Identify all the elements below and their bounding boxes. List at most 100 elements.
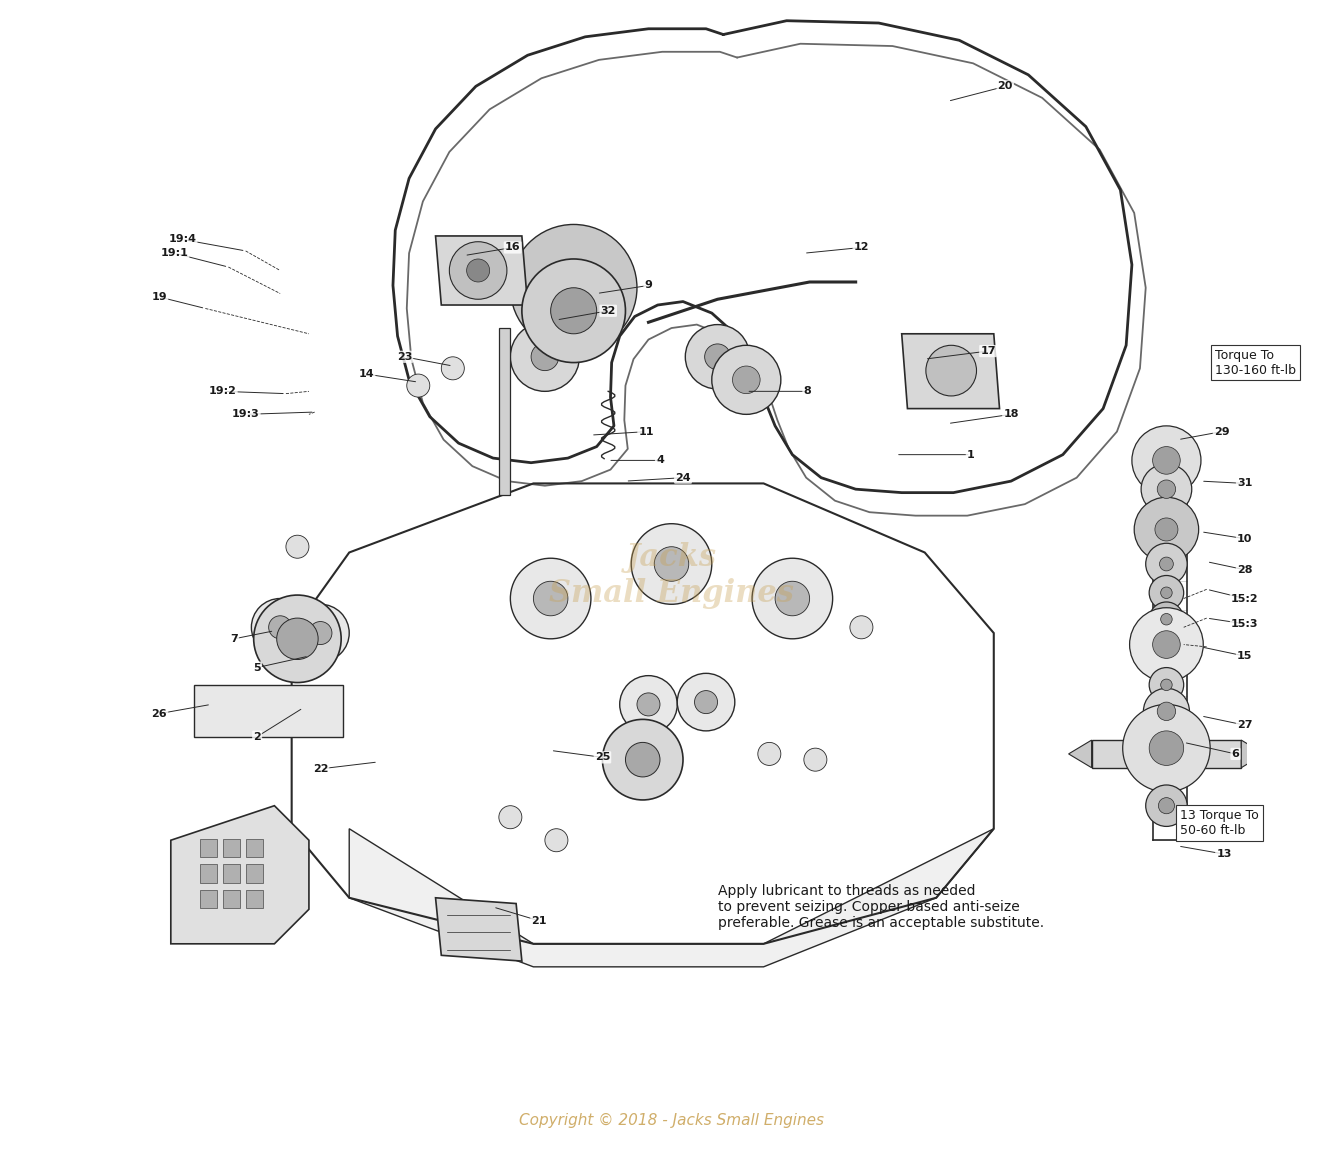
Bar: [200, 890, 216, 908]
Circle shape: [1160, 587, 1172, 599]
Polygon shape: [1069, 740, 1092, 768]
Text: 15: 15: [1237, 651, 1253, 661]
Text: 29: 29: [1214, 427, 1229, 436]
Text: Apply lubricant to threads as needed
to prevent seizing. Copper based anti-seize: Apply lubricant to threads as needed to …: [717, 884, 1044, 930]
Text: 16: 16: [505, 243, 521, 252]
Circle shape: [548, 262, 599, 313]
Circle shape: [804, 748, 827, 771]
Polygon shape: [435, 236, 528, 305]
Text: 9: 9: [645, 281, 653, 290]
Polygon shape: [1241, 740, 1264, 768]
Circle shape: [654, 547, 689, 581]
Polygon shape: [193, 685, 344, 737]
Circle shape: [1160, 679, 1172, 691]
Circle shape: [551, 288, 596, 334]
Circle shape: [1150, 668, 1183, 702]
Text: 19:4: 19:4: [168, 235, 196, 244]
Polygon shape: [435, 898, 522, 961]
Circle shape: [757, 742, 780, 765]
Polygon shape: [901, 334, 999, 409]
Text: 13 Torque To
50-60 ft-lb: 13 Torque To 50-60 ft-lb: [1180, 809, 1258, 837]
Text: 19:1: 19:1: [160, 249, 188, 258]
Text: 20: 20: [998, 82, 1013, 91]
Bar: [246, 864, 263, 883]
Text: 11: 11: [638, 427, 654, 436]
Circle shape: [510, 224, 637, 351]
Bar: [223, 839, 240, 857]
Text: 6: 6: [1232, 749, 1240, 759]
Circle shape: [555, 275, 592, 312]
Circle shape: [1142, 464, 1191, 514]
Text: 17: 17: [980, 346, 995, 356]
Text: 19:3: 19:3: [232, 410, 259, 419]
Circle shape: [251, 599, 309, 656]
Text: 3: 3: [1221, 824, 1228, 833]
Circle shape: [522, 259, 626, 363]
Text: 8: 8: [803, 387, 811, 396]
Text: Copyright © 2018 - Jacks Small Engines: Copyright © 2018 - Jacks Small Engines: [518, 1113, 825, 1128]
Circle shape: [530, 343, 559, 371]
Circle shape: [603, 719, 684, 800]
Circle shape: [1150, 731, 1183, 765]
Text: 5: 5: [254, 663, 261, 672]
Circle shape: [705, 344, 731, 369]
Polygon shape: [349, 829, 994, 967]
Text: 23: 23: [396, 352, 412, 361]
Circle shape: [1150, 576, 1183, 610]
Text: 4: 4: [655, 456, 663, 465]
Text: 21: 21: [532, 916, 547, 925]
Text: 19: 19: [152, 292, 167, 302]
Circle shape: [277, 618, 318, 660]
Circle shape: [291, 604, 349, 662]
Circle shape: [533, 581, 568, 616]
Circle shape: [498, 806, 522, 829]
Circle shape: [626, 742, 659, 777]
Circle shape: [1159, 557, 1174, 571]
Bar: [223, 864, 240, 883]
Circle shape: [925, 345, 976, 396]
Circle shape: [1150, 602, 1183, 637]
Text: 2: 2: [254, 732, 261, 741]
Circle shape: [442, 357, 465, 380]
Circle shape: [619, 676, 677, 733]
Circle shape: [1135, 497, 1199, 562]
Circle shape: [637, 693, 659, 716]
Circle shape: [450, 242, 506, 299]
Circle shape: [466, 259, 490, 282]
Text: 1: 1: [967, 450, 975, 459]
Text: 27: 27: [1237, 721, 1253, 730]
Circle shape: [309, 622, 332, 645]
Text: 12: 12: [854, 243, 869, 252]
Text: 26: 26: [152, 709, 167, 718]
Circle shape: [631, 524, 712, 604]
Circle shape: [1132, 426, 1201, 495]
Text: 15:2: 15:2: [1232, 594, 1258, 603]
Text: 22: 22: [313, 764, 328, 773]
Text: Torque To
130-160 ft-lb: Torque To 130-160 ft-lb: [1215, 349, 1296, 376]
Circle shape: [694, 691, 717, 714]
Bar: [223, 890, 240, 908]
Circle shape: [269, 616, 291, 639]
Circle shape: [1143, 688, 1190, 734]
Bar: [246, 839, 263, 857]
Circle shape: [712, 345, 780, 414]
Circle shape: [1129, 608, 1203, 681]
Circle shape: [510, 322, 579, 391]
Circle shape: [1152, 447, 1180, 474]
Circle shape: [528, 247, 619, 340]
Polygon shape: [171, 806, 309, 944]
Bar: [200, 839, 216, 857]
Text: 18: 18: [1003, 410, 1019, 419]
Text: 28: 28: [1237, 565, 1253, 574]
Circle shape: [850, 616, 873, 639]
Circle shape: [1158, 702, 1175, 721]
Text: 24: 24: [676, 473, 690, 482]
Bar: [200, 864, 216, 883]
Text: 10: 10: [1237, 534, 1253, 543]
Circle shape: [545, 829, 568, 852]
Bar: [1092, 740, 1241, 768]
Bar: [246, 890, 263, 908]
Circle shape: [254, 595, 341, 683]
Text: 25: 25: [595, 753, 610, 762]
Circle shape: [732, 366, 760, 394]
